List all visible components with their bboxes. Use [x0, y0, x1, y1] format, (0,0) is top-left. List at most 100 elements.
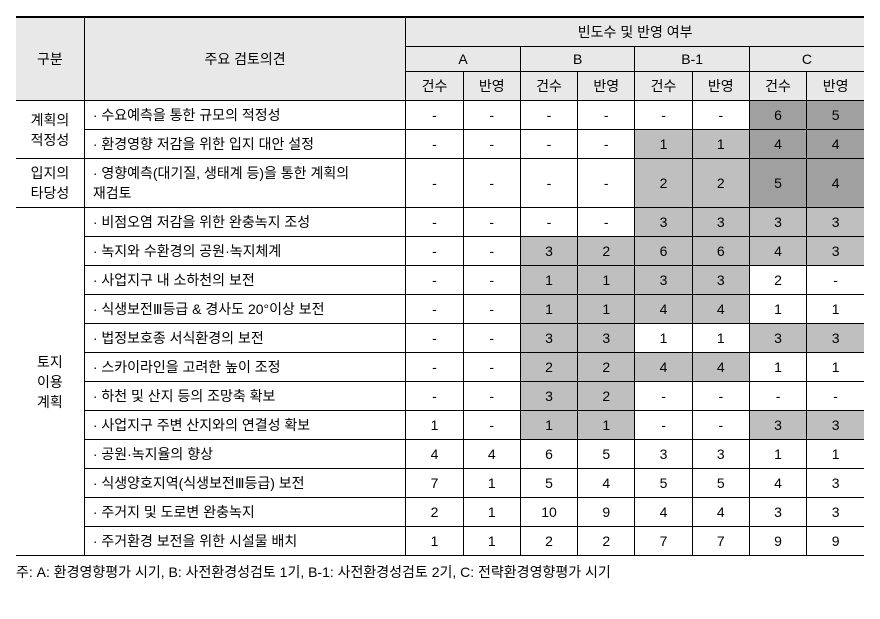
head-group-a: A — [406, 47, 521, 72]
data-cell: 6 — [749, 101, 806, 130]
head-opinion: 주요 검토의견 — [84, 17, 406, 101]
data-cell: 1 — [635, 130, 692, 159]
opinion-cell: · 환경영향 저감을 위한 입지 대안 설정 — [84, 130, 406, 159]
category-cell: 입지의타당성 — [16, 159, 84, 208]
opinion-cell: · 녹지와 수환경의 공원·녹지체계 — [84, 237, 406, 266]
data-cell: 5 — [807, 101, 864, 130]
data-cell: 3 — [520, 382, 577, 411]
table-row: 입지의타당성· 영향예측(대기질, 생태계 등)을 통한 계획의 재검토----… — [16, 159, 864, 208]
data-cell: - — [463, 295, 520, 324]
data-cell: 3 — [807, 469, 864, 498]
data-cell: 3 — [520, 237, 577, 266]
data-cell: 3 — [635, 266, 692, 295]
table-row: 계획의적정성· 수요예측을 통한 규모의 적정성------65 — [16, 101, 864, 130]
table-row: · 녹지와 수환경의 공원·녹지체계--326643 — [16, 237, 864, 266]
data-cell: - — [463, 237, 520, 266]
data-cell: 2 — [635, 159, 692, 208]
data-cell: - — [406, 266, 463, 295]
data-cell: 3 — [807, 237, 864, 266]
data-cell: 4 — [692, 498, 749, 527]
table-row: · 법정보호종 서식환경의 보전--331133 — [16, 324, 864, 353]
data-cell: 6 — [520, 440, 577, 469]
data-cell: 3 — [807, 324, 864, 353]
data-cell: 3 — [807, 411, 864, 440]
data-cell: - — [578, 159, 635, 208]
data-cell: - — [807, 266, 864, 295]
data-cell: 2 — [406, 498, 463, 527]
data-cell: 3 — [749, 324, 806, 353]
table-row: · 환경영향 저감을 위한 입지 대안 설정----1144 — [16, 130, 864, 159]
table-row: · 사업지구 주변 산지와의 연결성 확보1-11--33 — [16, 411, 864, 440]
data-cell: - — [635, 382, 692, 411]
head-sub-b1-reflect: 반영 — [692, 72, 749, 101]
opinion-cell: · 법정보호종 서식환경의 보전 — [84, 324, 406, 353]
data-cell: 5 — [520, 469, 577, 498]
data-cell: 1 — [807, 440, 864, 469]
data-cell: 3 — [635, 440, 692, 469]
data-cell: - — [463, 411, 520, 440]
data-cell: 1 — [463, 469, 520, 498]
table-head: 구분 주요 검토의견 빈도수 및 반영 여부 A B B-1 C 건수 반영 건… — [16, 17, 864, 101]
data-cell: - — [692, 411, 749, 440]
data-cell: 2 — [749, 266, 806, 295]
head-group-b1: B-1 — [635, 47, 750, 72]
data-cell: 3 — [692, 266, 749, 295]
opinion-cell: · 식생보전Ⅲ등급 & 경사도 20°이상 보전 — [84, 295, 406, 324]
data-cell: 7 — [406, 469, 463, 498]
category-cell: 토지이용계획 — [16, 208, 84, 556]
data-cell: 1 — [749, 295, 806, 324]
table-row: 토지이용계획· 비점오염 저감을 위한 완충녹지 조성----3333 — [16, 208, 864, 237]
head-sub-c-reflect: 반영 — [807, 72, 864, 101]
data-cell: 3 — [635, 208, 692, 237]
data-cell: 1 — [406, 411, 463, 440]
data-cell: - — [520, 159, 577, 208]
data-cell: 1 — [520, 295, 577, 324]
data-cell: - — [692, 382, 749, 411]
head-group-c: C — [749, 47, 864, 72]
data-cell: 1 — [749, 440, 806, 469]
data-cell: 5 — [692, 469, 749, 498]
table-row: · 식생보전Ⅲ등급 & 경사도 20°이상 보전--114411 — [16, 295, 864, 324]
head-sub-b-reflect: 반영 — [578, 72, 635, 101]
table-row: · 사업지구 내 소하천의 보전--11332- — [16, 266, 864, 295]
data-cell: 4 — [692, 353, 749, 382]
data-cell: 1 — [406, 527, 463, 556]
data-cell: 3 — [692, 208, 749, 237]
opinion-cell: · 사업지구 주변 산지와의 연결성 확보 — [84, 411, 406, 440]
data-cell: 1 — [749, 353, 806, 382]
data-cell: - — [406, 295, 463, 324]
opinion-cell: · 식생양호지역(식생보전Ⅲ등급) 보전 — [84, 469, 406, 498]
data-cell: 4 — [807, 130, 864, 159]
data-cell: 4 — [406, 440, 463, 469]
data-cell: - — [406, 382, 463, 411]
data-cell: 3 — [578, 324, 635, 353]
data-cell: 9 — [578, 498, 635, 527]
data-cell: 2 — [578, 382, 635, 411]
head-sub-b1-count: 건수 — [635, 72, 692, 101]
data-cell: 6 — [635, 237, 692, 266]
data-cell: 9 — [807, 527, 864, 556]
data-cell: 5 — [749, 159, 806, 208]
data-cell: - — [406, 237, 463, 266]
data-cell: 4 — [749, 237, 806, 266]
data-cell: - — [406, 208, 463, 237]
data-cell: 4 — [807, 159, 864, 208]
data-cell: 3 — [692, 440, 749, 469]
head-sub-a-count: 건수 — [406, 72, 463, 101]
data-cell: 5 — [635, 469, 692, 498]
data-cell: 3 — [749, 208, 806, 237]
opinion-cell: · 영향예측(대기질, 생태계 등)을 통한 계획의 재검토 — [84, 159, 406, 208]
table-row: · 하천 및 산지 등의 조망축 확보--32---- — [16, 382, 864, 411]
data-cell: 3 — [749, 498, 806, 527]
data-cell: 7 — [635, 527, 692, 556]
data-cell: 3 — [807, 498, 864, 527]
data-cell: - — [406, 101, 463, 130]
head-frequency: 빈도수 및 반영 여부 — [406, 17, 864, 47]
table-row: · 주거환경 보전을 위한 시설물 배치11227799 — [16, 527, 864, 556]
data-cell: - — [463, 208, 520, 237]
data-cell: 1 — [692, 130, 749, 159]
data-cell: 3 — [749, 411, 806, 440]
data-cell: - — [463, 382, 520, 411]
data-cell: - — [520, 101, 577, 130]
head-sub-c-count: 건수 — [749, 72, 806, 101]
